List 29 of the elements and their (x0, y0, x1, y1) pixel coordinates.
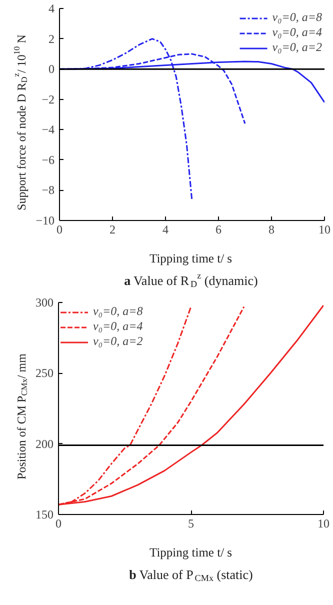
legend-label: v₀=0, a=2 (272, 40, 322, 55)
x-tick-label: 6 (216, 222, 222, 236)
legend-label: v₀=0, a=4 (272, 25, 322, 40)
x-tick-label: 4 (162, 222, 168, 236)
legend-label: v₀=0, a=4 (93, 319, 143, 334)
y-tick-label: −2 (42, 92, 55, 106)
y-tick-label: 250 (36, 366, 54, 380)
legend-label: v₀=0, a=8 (272, 10, 322, 25)
x-axis-title: Tipping time t/ s (150, 252, 232, 266)
y-tick-label: −4 (42, 122, 55, 137)
x-tick-label: 5 (188, 516, 194, 530)
legend-label: v₀=0, a=2 (93, 334, 143, 349)
y-tick-label: −10 (36, 214, 55, 228)
x-tick-label: 10 (318, 222, 330, 236)
x-tick-label: 2 (110, 222, 116, 236)
y-tick-label: −8 (42, 183, 55, 198)
x-axis-title: Tipping time t/ s (150, 546, 232, 560)
y-tick-label: 4 (48, 2, 54, 16)
y-tick-label: 2 (48, 32, 54, 46)
y-tick-label: 150 (36, 508, 54, 522)
y-tick-label: 0 (48, 62, 54, 76)
legend-label: v₀=0, a=8 (93, 304, 143, 319)
y-tick-label: 200 (36, 436, 54, 451)
x-tick-label: 10 (318, 516, 330, 530)
y-axis-title: Position of CM PCMx/ mm (14, 352, 29, 480)
y-tick-label: −6 (42, 152, 55, 167)
x-tick-label: 8 (268, 222, 274, 236)
y-axis-title: Support force of node D RDz/ 1010 N (12, 34, 29, 210)
y-tick-label: 300 (36, 296, 54, 310)
